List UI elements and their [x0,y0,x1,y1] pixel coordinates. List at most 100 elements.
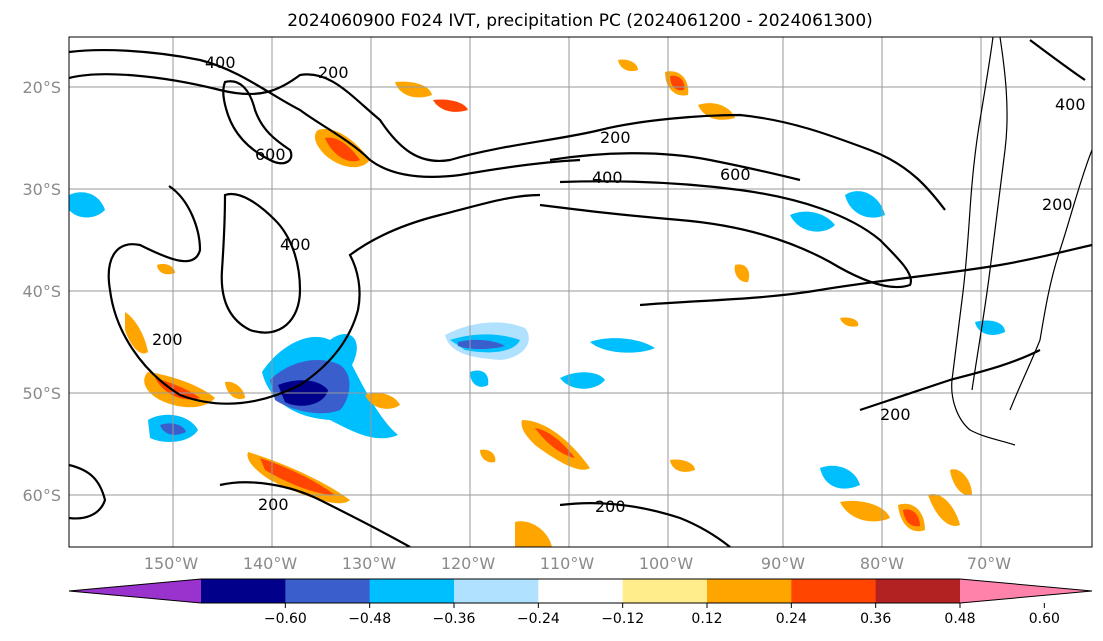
latitude-labels: 20°S 30°S 40°S 50°S 60°S [22,78,61,505]
colorbar-outline [68,578,1093,604]
lat-label: 30°S [22,180,61,199]
lon-label: 100°W [639,554,694,573]
coastline [951,37,1092,446]
colorbar-segment [707,579,792,603]
ivt-contour-200-south2 [559,501,731,547]
pos-patch-b-core [325,137,360,162]
pos-patch-p [433,99,468,112]
contour-label: 400 [205,53,236,72]
pos-patch-u [480,449,496,463]
colorbar: −0.60 −0.48 −0.36 −0.24 −0.12 0.12 0.24 0.36 0.4… [68,578,1093,627]
pos-patch-g [395,81,432,98]
pos-patch-v [618,59,638,72]
ivt-contour-600-west [222,80,293,165]
colorbar-tick-label: 0.60 [1029,611,1060,627]
colorbar-tick-label: −0.48 [348,611,391,627]
pos-patch-q [225,381,245,400]
lat-label: 40°S [22,282,61,301]
colorbar-tick-label: −0.24 [517,611,560,627]
contour-label: 200 [318,63,349,82]
colorbar-segment [791,579,877,603]
contour-label: 400 [280,235,311,254]
colorbar-extension-max [960,579,1092,603]
ivt-contour-200-east [639,243,1092,307]
pos-patch-i [698,103,735,120]
contour-label: 200 [1042,195,1073,214]
colorbar-tick-label: 0.12 [691,611,722,627]
contour-label: 400 [592,168,623,187]
contour-labels: 400 200 600 200 400 600 400 200 200 200 … [152,53,1086,516]
lon-label: 140°W [243,554,298,573]
ivt-contour-200-se [859,349,1041,412]
ivt-contour-200-trough [107,185,541,405]
colorbar-tick-label: 0.36 [860,611,891,627]
pos-patch-s [157,263,175,275]
colorbar-extension-min [69,579,201,603]
neg-patch-d [790,211,835,232]
colorbar-segment [454,579,539,603]
colorbar-tick-label: −0.36 [433,611,476,627]
contour-label: 200 [880,405,911,424]
pos-patch-large-core [155,378,200,400]
ivt-contour-400-loop [539,180,913,289]
precip-field [69,59,1005,547]
neg-patch-i [975,320,1005,335]
pos-patch-e-core [535,428,575,458]
colorbar-segment [875,579,961,603]
colorbar-tick-label: 0.48 [944,611,975,627]
pos-patch-j [840,500,890,522]
ivt-contour-200-main [69,73,946,211]
map-title: 2024060900 F024 IVT, precipitation PC (2… [287,11,873,31]
south-america-coast [951,37,1016,446]
pos-patch-d-core [260,458,335,495]
lon-label: 80°W [860,554,904,573]
contour-label: 200 [152,330,183,349]
graticule [69,37,1092,547]
contour-label: 200 [600,128,631,147]
colorbar-segment [538,579,624,603]
colorbar-segment [369,579,455,603]
ivt-contour-200-south [219,481,411,547]
contour-label: 200 [258,495,289,514]
lon-label: 110°W [540,554,595,573]
neg-patch-e [845,191,885,218]
lon-label: 150°W [144,554,199,573]
map-frame [68,36,1093,548]
pos-patch-c [125,312,148,354]
ivt-contour-600-main [549,152,801,182]
colorbar-segment [285,579,371,603]
neg-patch-f [820,465,860,489]
ivt-contour-400-west [220,192,302,334]
lon-label: 130°W [342,554,397,573]
east-coast [1009,149,1092,411]
ivt-contour-200-ne [1029,39,1086,81]
neg-patch-a [590,338,655,353]
longitude-labels: 150°W 140°W 130°W 120°W 110°W 100°W 90°W… [144,554,1011,573]
contour-label: 400 [1055,95,1086,114]
lon-label: 90°W [761,554,805,573]
colorbar-tick-label: −0.12 [601,611,644,627]
pos-patch-m [950,469,972,496]
pos-patch-o [670,459,695,472]
lat-label: 50°S [22,384,61,403]
pos-patch-r [734,264,750,283]
pos-patch-f [365,393,400,409]
lat-label: 60°S [22,486,61,505]
neg-patch-h [470,370,489,387]
ivt-contour-400-main [69,48,581,178]
contour-label: 200 [595,497,626,516]
pos-patch-l [928,494,960,526]
colorbar-segment [201,579,286,603]
pos-patch-k-core [903,509,920,527]
colorbar-tick-label: −0.60 [264,611,307,627]
pos-patch-t [840,317,859,327]
neg-patch-b [560,372,605,389]
colorbar-tick-label: 0.24 [776,611,807,627]
ivt-contour-200-sw [69,463,107,520]
contour-label: 600 [720,165,751,184]
lon-label: 70°W [967,554,1011,573]
colorbar-segment [622,579,708,603]
lat-label: 20°S [22,78,61,97]
neg-patch-g [69,192,105,218]
